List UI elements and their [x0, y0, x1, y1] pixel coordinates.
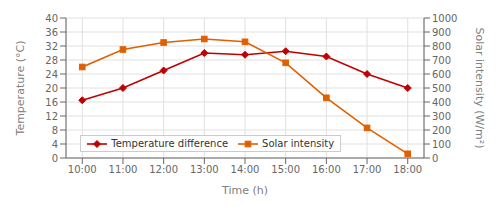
svg-text:Temperature (°C): Temperature (°C)	[14, 41, 27, 137]
svg-text:40: 40	[45, 13, 58, 24]
svg-text:14:00: 14:00	[231, 164, 260, 175]
svg-text:28: 28	[45, 55, 58, 66]
svg-text:900: 900	[432, 27, 451, 38]
svg-text:13:00: 13:00	[190, 164, 219, 175]
svg-text:15:00: 15:00	[271, 164, 300, 175]
svg-text:20: 20	[45, 83, 58, 94]
svg-text:16: 16	[45, 97, 58, 108]
svg-text:100: 100	[432, 139, 451, 150]
svg-text:Solar intensity (W/m²): Solar intensity (W/m²)	[473, 27, 486, 148]
svg-text:17:00: 17:00	[353, 164, 382, 175]
svg-text:700: 700	[432, 55, 451, 66]
svg-text:200: 200	[432, 125, 451, 136]
svg-text:4: 4	[52, 139, 58, 150]
svg-text:400: 400	[432, 97, 451, 108]
svg-text:300: 300	[432, 111, 451, 122]
svg-text:1000: 1000	[432, 13, 457, 24]
svg-text:36: 36	[45, 27, 58, 38]
svg-text:18:00: 18:00	[393, 164, 422, 175]
svg-text:12:00: 12:00	[149, 164, 178, 175]
svg-text:0: 0	[432, 153, 438, 164]
svg-text:600: 600	[432, 69, 451, 80]
svg-text:10:00: 10:00	[68, 164, 97, 175]
svg-text:32: 32	[45, 41, 58, 52]
svg-text:12: 12	[45, 111, 58, 122]
svg-text:500: 500	[432, 83, 451, 94]
svg-text:16:00: 16:00	[312, 164, 341, 175]
svg-text:8: 8	[52, 125, 58, 136]
svg-text:24: 24	[45, 69, 58, 80]
svg-text:11:00: 11:00	[109, 164, 138, 175]
svg-text:Time (h): Time (h)	[221, 184, 268, 197]
svg-text:800: 800	[432, 41, 451, 52]
html-text:Solar intensity: Solar intensity	[262, 138, 335, 150]
html-text:Temperature difference: Temperature difference	[111, 138, 228, 150]
svg-text:0: 0	[52, 153, 58, 164]
